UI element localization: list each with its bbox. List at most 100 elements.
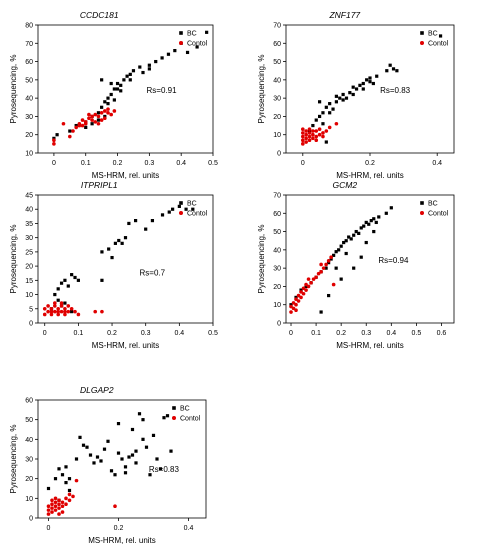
data-point: [338, 96, 342, 100]
y-tick-label: 40: [25, 437, 33, 444]
series-bc: [289, 206, 393, 314]
data-point: [326, 259, 331, 263]
data-point: [332, 253, 336, 257]
x-tick-label: 0.1: [74, 330, 84, 337]
data-point: [60, 500, 65, 505]
data-point: [66, 284, 70, 288]
data-point: [141, 437, 145, 441]
data-point: [364, 240, 368, 245]
data-point: [83, 121, 88, 126]
x-tick-label: 0: [43, 330, 47, 337]
y-tick-label: 20: [25, 132, 33, 139]
data-point: [169, 449, 173, 453]
correlation-annotation: Rs=0.83: [380, 86, 411, 95]
series-bc: [52, 30, 209, 140]
x-tick-label: 0.2: [365, 160, 375, 167]
y-tick-label: 80: [25, 23, 33, 30]
data-point: [60, 473, 65, 477]
x-axis-label: MS-HRM, rel. units: [92, 171, 160, 180]
data-point: [67, 498, 72, 503]
data-point: [185, 50, 190, 55]
data-point: [53, 496, 58, 501]
data-point: [64, 465, 68, 469]
data-point: [438, 34, 443, 38]
legend: BC Contol: [420, 31, 449, 48]
x-tick-label: 0.4: [386, 330, 396, 337]
x-tick-label: 0.5: [412, 330, 422, 337]
data-point: [351, 85, 355, 89]
data-point: [46, 508, 51, 512]
chart-title: CCDC181: [80, 10, 119, 20]
data-point: [130, 453, 135, 457]
data-point: [352, 233, 356, 237]
data-point: [307, 131, 312, 135]
x-tick-label: 0.4: [176, 160, 186, 167]
data-point: [361, 87, 365, 91]
data-point: [109, 469, 114, 473]
data-point: [99, 110, 104, 115]
correlation-annotation: Rs=0.7: [140, 269, 166, 278]
data-point: [59, 301, 64, 305]
y-tick-label: 40: [273, 77, 281, 84]
data-point: [166, 52, 171, 56]
data-point: [96, 114, 101, 119]
y-axis-label: Pyrosequencing, %: [257, 55, 266, 124]
data-point: [311, 277, 316, 281]
series-contol: [52, 107, 117, 146]
data-point: [304, 282, 308, 287]
data-point: [344, 251, 348, 256]
data-point: [107, 247, 111, 251]
series-contol: [42, 301, 104, 317]
data-point: [80, 123, 85, 128]
x-tick-label: 0.5: [208, 330, 218, 337]
data-point: [88, 453, 93, 457]
data-point: [116, 422, 121, 426]
data-point: [127, 221, 131, 226]
data-point: [77, 123, 82, 128]
data-point: [351, 92, 355, 97]
data-point: [57, 502, 61, 507]
data-point: [130, 427, 135, 432]
legend-marker: [420, 201, 424, 205]
data-point: [304, 140, 308, 144]
data-point: [167, 210, 171, 214]
data-point: [73, 275, 77, 280]
data-point: [137, 412, 142, 416]
y-tick-label: 60: [25, 398, 33, 405]
data-point: [321, 111, 325, 115]
data-point: [334, 94, 338, 98]
data-point: [307, 127, 312, 132]
data-point: [385, 69, 389, 73]
data-point: [317, 127, 322, 132]
data-point: [205, 30, 209, 34]
data-point: [70, 310, 74, 314]
data-point: [339, 244, 343, 248]
data-point: [53, 504, 58, 509]
data-point: [96, 121, 101, 126]
data-point: [99, 459, 103, 463]
data-point: [374, 220, 378, 225]
correlation-annotation: Rs=0.91: [147, 86, 178, 95]
data-point: [128, 72, 132, 76]
data-point: [67, 488, 72, 493]
data-point: [68, 129, 72, 133]
data-point: [324, 266, 328, 270]
data-point: [319, 310, 323, 314]
data-point: [52, 138, 56, 142]
y-axis-label: Pyrosequencing, %: [257, 225, 266, 294]
data-point: [327, 293, 331, 298]
data-point: [117, 238, 121, 243]
series-bc: [49, 204, 195, 314]
chart-title: GCM2: [333, 180, 358, 190]
y-tick-label: 20: [25, 264, 33, 271]
data-point: [116, 451, 121, 455]
data-point: [389, 206, 393, 210]
x-tick-label: 0.3: [144, 160, 154, 167]
x-tick-label: 0.2: [107, 330, 117, 337]
legend-marker: [172, 406, 176, 410]
legend-label: BC: [428, 201, 438, 208]
data-point: [80, 118, 85, 122]
data-point: [67, 477, 72, 481]
data-point: [304, 136, 308, 141]
data-point: [96, 118, 101, 122]
